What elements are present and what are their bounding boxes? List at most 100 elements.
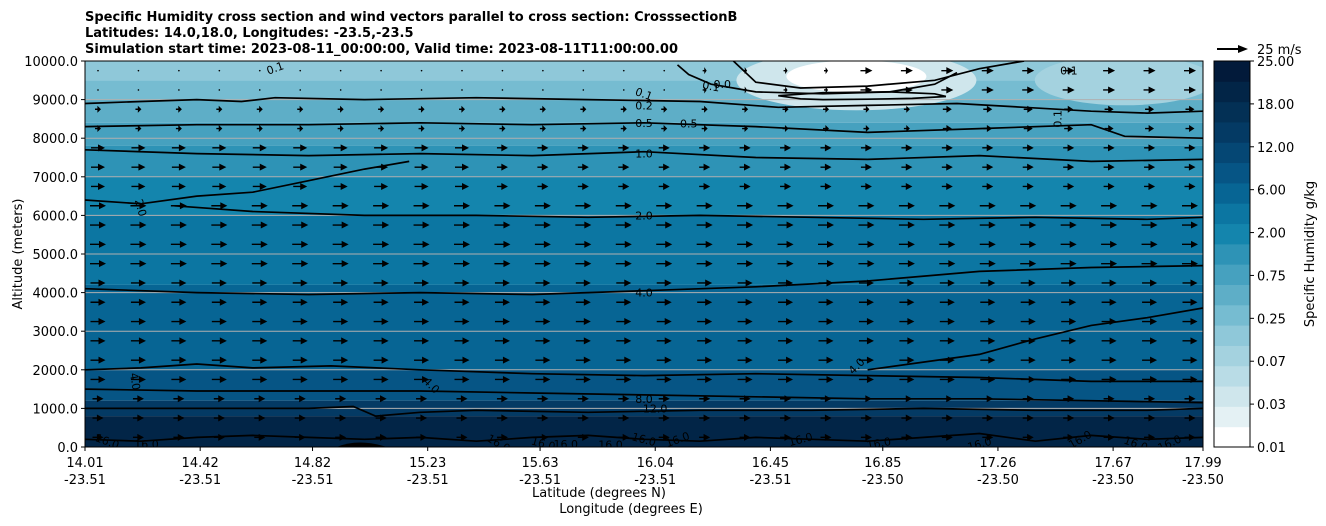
- wind-vector: [535, 279, 551, 287]
- wind-vector: [90, 260, 106, 268]
- wind-vector: [899, 375, 915, 383]
- wind-vector: [333, 182, 348, 190]
- wind-vector: [616, 337, 632, 345]
- wind-vector: [903, 125, 910, 133]
- wind-vector: [1184, 182, 1196, 190]
- wind-vector: [818, 221, 834, 229]
- wind-vector: [661, 105, 668, 113]
- wind-vector: [780, 182, 792, 190]
- wind-vector: [1142, 337, 1158, 345]
- wind-vector: [737, 202, 754, 210]
- wind-vector: [860, 395, 872, 403]
- wind-vector: [1101, 202, 1118, 210]
- wind-vector: [535, 375, 551, 383]
- colorbar-tick-label-4: 0.75: [1257, 269, 1286, 284]
- wind-vector: [739, 163, 751, 171]
- colorbar-tick-label-6: 6.00: [1257, 184, 1286, 199]
- wind-vector: [618, 182, 630, 190]
- wind-vector: [820, 182, 832, 190]
- wind-vector: [420, 89, 423, 91]
- humidity-band-7: [85, 284, 1203, 370]
- wind-vector: [1182, 240, 1198, 248]
- wind-vector: [211, 260, 228, 268]
- wind-vector: [661, 125, 668, 133]
- colorbar-tick-label-2: 0.07: [1257, 355, 1286, 370]
- wind-vector: [1022, 163, 1034, 171]
- wind-vector: [339, 89, 342, 91]
- humidity-band-0: [85, 61, 1203, 81]
- wind-vector: [737, 298, 753, 306]
- wind-vector: [171, 337, 187, 345]
- contour-label-9: 1.0: [635, 148, 653, 161]
- y-axis-label: Altitude (meters): [11, 199, 26, 310]
- wind-vector: [130, 337, 146, 345]
- wind-vector: [258, 89, 261, 91]
- wind-vector: [292, 318, 308, 326]
- colorbar-segment-4: [1214, 345, 1250, 367]
- wind-vector: [739, 144, 751, 152]
- wind-vector: [380, 89, 382, 91]
- wind-vector: [90, 221, 106, 229]
- wind-vector: [130, 356, 146, 364]
- wind-vector: [778, 298, 794, 306]
- wind-vector: [130, 221, 147, 229]
- wind-vector: [333, 318, 349, 326]
- wind-vector: [1022, 144, 1034, 152]
- colorbar-segment-11: [1214, 203, 1250, 225]
- wind-vector: [942, 105, 952, 113]
- wind-vector: [663, 69, 666, 72]
- wind-vector: [131, 144, 146, 152]
- contour-label-24: 16.0: [630, 430, 657, 449]
- wind-vector: [901, 144, 913, 152]
- wind-vector: [294, 433, 306, 441]
- wind-vector: [696, 221, 713, 229]
- wind-vector: [456, 414, 468, 422]
- wind-vector: [697, 356, 713, 364]
- contour-label-22: 16.0: [553, 438, 578, 451]
- contour-label-7: 0.5: [680, 118, 698, 131]
- wind-vector: [297, 125, 304, 133]
- wind-vector: [1184, 144, 1196, 152]
- wind-vector: [216, 125, 223, 133]
- wind-vector: [137, 89, 140, 91]
- wind-vector: [332, 260, 349, 268]
- wind-vector: [496, 163, 508, 171]
- wind-vector: [171, 356, 187, 364]
- colorbar-segment-2: [1214, 386, 1250, 407]
- wind-vector: [293, 163, 308, 171]
- wind-vector: [702, 86, 707, 94]
- humidity-band-10: [85, 416, 1203, 447]
- wind-vector: [416, 433, 428, 441]
- wind-vector: [455, 144, 469, 152]
- colorbar-tick-label-7: 12.00: [1257, 141, 1294, 156]
- wind-vector: [494, 221, 511, 229]
- wind-vector: [616, 356, 632, 364]
- wind-vector: [333, 337, 349, 345]
- wind-vector: [737, 318, 753, 326]
- wind-vector: [743, 86, 748, 94]
- wind-vector: [901, 433, 913, 441]
- x-tick-label-lat-1: 14.42: [182, 456, 219, 471]
- contour-label-6: 0.5: [635, 117, 653, 130]
- contour-line-2_0-7: [174, 204, 1203, 221]
- colorbar-segment-16: [1214, 101, 1250, 123]
- wind-vector: [494, 260, 511, 268]
- wind-vector: [899, 279, 915, 287]
- x-tick-label-lat-9: 17.67: [1095, 456, 1132, 471]
- wind-vector: [858, 221, 875, 229]
- wind-vector: [701, 125, 708, 133]
- wind-vector: [170, 260, 187, 268]
- wind-vector: [373, 356, 389, 364]
- wind-vector: [777, 240, 794, 248]
- wind-vector: [333, 163, 348, 171]
- wind-vector: [211, 279, 227, 287]
- x-tick-label-lat-3: 15.23: [409, 456, 446, 471]
- contour-label-23: 16.0: [598, 438, 623, 451]
- wind-vector: [1141, 202, 1158, 210]
- wind-vector: [1145, 125, 1155, 133]
- contour-label-10: 2.0: [635, 209, 653, 222]
- contour-line-8_0-11: [85, 388, 1203, 404]
- wind-vector: [1020, 240, 1037, 248]
- wind-vector: [1020, 356, 1036, 364]
- wind-vector: [414, 279, 430, 287]
